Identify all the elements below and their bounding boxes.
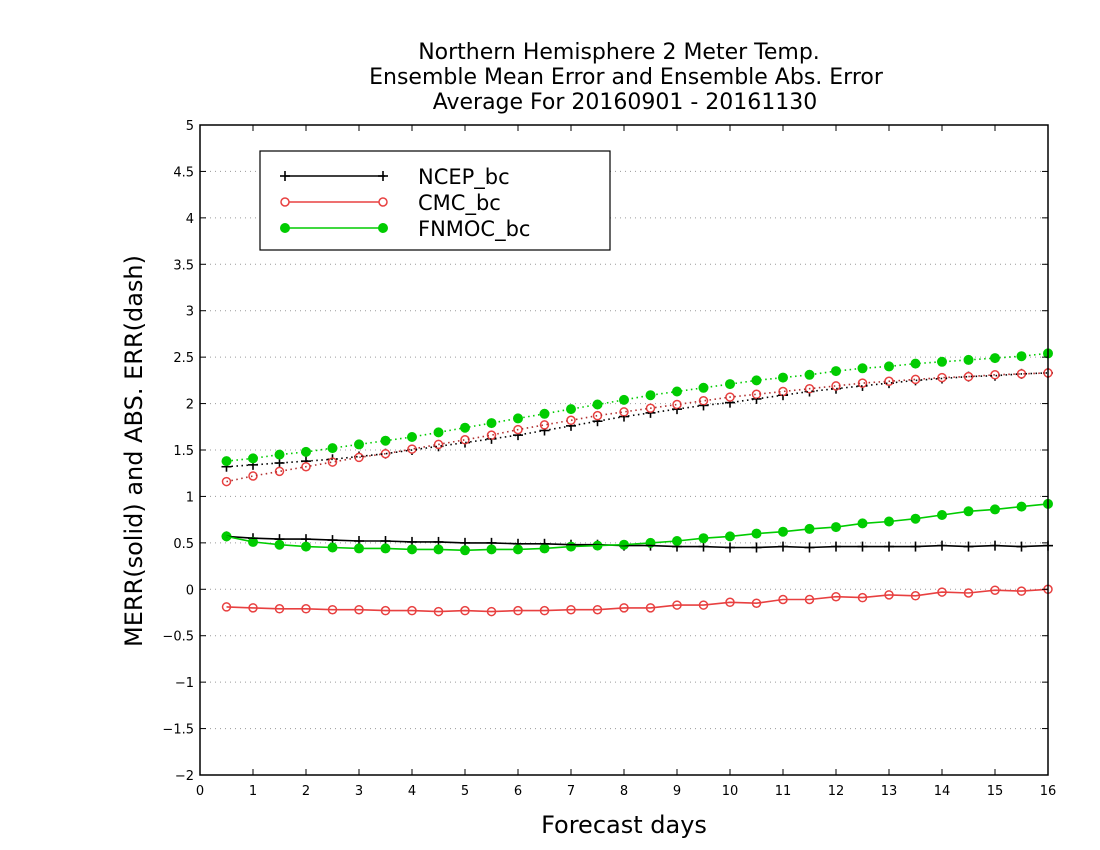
- abs-error-point: [433, 427, 444, 438]
- x-tick-label: 5: [461, 784, 469, 799]
- y-tick-label: 1.5: [173, 444, 194, 459]
- series-abs-error-line: [226, 372, 1049, 483]
- legend-marker: [378, 171, 388, 181]
- y-tick-label: 0.5: [173, 537, 194, 552]
- abs-error-point: [857, 363, 868, 374]
- y-tick-label: 5: [186, 119, 194, 134]
- series-layer: [221, 348, 1053, 617]
- y-tick-label: 4: [186, 212, 194, 227]
- legend-label: CMC_bc: [418, 191, 501, 216]
- abs-error-point: [248, 471, 258, 481]
- x-tick-label: 16: [1040, 784, 1057, 799]
- abs-error-point: [539, 408, 550, 419]
- abs-error-point: [910, 374, 921, 385]
- x-tick-label: 8: [620, 784, 628, 799]
- x-tick-label: 2: [302, 784, 310, 799]
- abs-error-point: [539, 420, 550, 430]
- abs-error-point: [486, 418, 497, 429]
- y-tick-label: 3.5: [173, 258, 194, 273]
- abs-error-point: [857, 378, 868, 388]
- markers-layer: [221, 348, 1053, 617]
- abs-error-point: [221, 456, 232, 467]
- abs-error-point: [566, 415, 576, 426]
- legend-marker: [378, 197, 388, 207]
- abs-error-point: [645, 390, 656, 401]
- abs-error-point: [513, 413, 523, 424]
- y-tick-label: 3: [186, 305, 194, 320]
- chart-title-line-3: Average For 20160901 - 20161130: [433, 90, 818, 115]
- abs-error-point: [698, 382, 709, 393]
- abs-error-point: [619, 394, 629, 405]
- y-tick-labels: −2 −1.5 −1 −0.5 0 0.5 1 1.5 2 2.5 3 3.5 4 4.5 5: [162, 119, 194, 784]
- abs-error-point: [963, 354, 974, 365]
- y-tick-label: 2.5: [173, 351, 194, 366]
- abs-error-point: [990, 370, 1000, 380]
- legend-marker: [280, 197, 290, 207]
- x-tick-label: 7: [567, 784, 575, 799]
- x-tick-label: 1: [249, 784, 257, 799]
- legend-marker: [280, 171, 290, 181]
- abs-error-point: [937, 356, 947, 367]
- y-tick-label: −1: [175, 676, 194, 691]
- y-tick-label: 2: [186, 398, 194, 413]
- x-tick-label: 13: [881, 784, 898, 799]
- y-tick-label: 1: [186, 490, 194, 505]
- legend-marker: [378, 223, 388, 233]
- abs-error-point: [327, 443, 338, 454]
- legend-label: NCEP_bc: [418, 165, 510, 190]
- x-tick-label: 9: [673, 784, 681, 799]
- abs-error-point: [566, 404, 576, 415]
- series-abs-error-line: [226, 372, 1049, 468]
- series-mean-error-line: [226, 535, 1049, 549]
- y-tick-label: 0: [186, 583, 194, 598]
- chart-title-line-2: Ensemble Mean Error and Ensemble Abs. Er…: [369, 65, 884, 90]
- series-abs-error-line: [226, 352, 1049, 462]
- abs-error-point: [274, 449, 285, 460]
- series-mean-error-line: [226, 503, 1049, 552]
- grid-lines: [200, 170, 1048, 730]
- legend-label: FNMOC_bc: [418, 217, 530, 242]
- x-tick-label: 4: [408, 784, 416, 799]
- abs-error-point: [460, 435, 470, 445]
- legend-item: FNMOC_bc: [280, 217, 530, 242]
- abs-error-point: [354, 439, 364, 450]
- x-tick-label: 15: [987, 784, 1004, 799]
- series-mean-error-line: [226, 588, 1049, 613]
- x-tick-label: 6: [514, 784, 522, 799]
- legend-item: NCEP_bc: [280, 165, 510, 190]
- x-tick-label: 14: [934, 784, 951, 799]
- x-axis-label: Forecast days: [541, 811, 707, 839]
- x-tick-label: 12: [828, 784, 845, 799]
- y-tick-label: −2: [175, 769, 194, 784]
- y-axis-label: MERR(solid) and ABS. ERR(dash): [120, 255, 148, 647]
- x-tick-labels: 0 1 2 3 4 5 6 7 8 9 10 11 12 13 14 15 16: [196, 784, 1056, 799]
- axis-ticks: [199, 124, 1049, 776]
- abs-error-point: [778, 372, 788, 383]
- legend-item: CMC_bc: [280, 191, 501, 216]
- x-tick-label: 10: [722, 784, 739, 799]
- y-tick-label: −0.5: [162, 630, 194, 645]
- legend-box: [259, 150, 611, 251]
- x-tick-label: 3: [355, 784, 363, 799]
- abs-error-point: [407, 432, 417, 442]
- x-tick-label: 0: [196, 784, 204, 799]
- legend-marker: [280, 223, 290, 233]
- abs-error-point: [248, 453, 258, 464]
- chart-title: Northern Hemisphere 2 Meter Temp. Ensemb…: [369, 40, 884, 115]
- y-tick-label: 4.5: [173, 165, 194, 180]
- abs-error-point: [592, 410, 603, 421]
- abs-error-point: [1016, 351, 1027, 362]
- abs-error-point: [327, 457, 338, 467]
- abs-error-point: [672, 399, 682, 410]
- chart-title-line-1: Northern Hemisphere 2 Meter Temp.: [418, 40, 820, 65]
- x-tick-label: 11: [775, 784, 792, 799]
- y-tick-label: −1.5: [162, 723, 194, 738]
